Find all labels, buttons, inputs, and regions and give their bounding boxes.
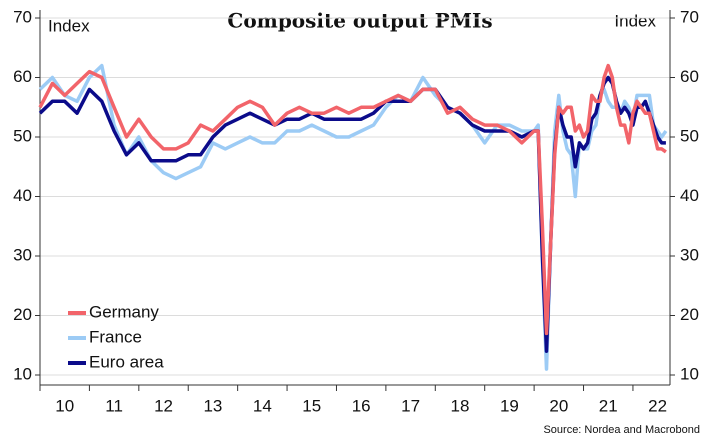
y2-tick-label: 20 bbox=[680, 305, 699, 324]
x-tick-label: 10 bbox=[55, 396, 74, 415]
y-tick-label: 50 bbox=[13, 126, 32, 145]
y2-tick-label: 50 bbox=[680, 126, 699, 145]
x-tick-label: 19 bbox=[500, 396, 519, 415]
x-tick-label: 20 bbox=[549, 396, 568, 415]
x-tick-label: 13 bbox=[203, 396, 222, 415]
source: Source: Nordea and Macrobond bbox=[543, 424, 700, 436]
y-tick-label: 60 bbox=[13, 67, 32, 86]
legend-label: Euro area bbox=[89, 352, 164, 371]
y-tick-label: 70 bbox=[13, 7, 32, 26]
y2-tick-label: 70 bbox=[680, 7, 699, 26]
y2-tick-label: 40 bbox=[680, 186, 699, 205]
x-tick-label: 17 bbox=[401, 396, 420, 415]
y2-tick-label: 30 bbox=[680, 245, 699, 264]
y-tick-label: 30 bbox=[13, 245, 32, 264]
y-tick-label: 20 bbox=[13, 305, 32, 324]
x-tick-label: 11 bbox=[105, 396, 123, 415]
series-line bbox=[38, 63, 667, 336]
y2-tick-label: 60 bbox=[680, 67, 699, 86]
y-tick-label: 10 bbox=[13, 364, 32, 383]
legend-label: France bbox=[89, 327, 142, 346]
chart-title: Composite output PMIs bbox=[227, 9, 492, 33]
x-tick-label: 15 bbox=[302, 396, 321, 415]
x-tick-label: 12 bbox=[154, 396, 173, 415]
x-tick-label: 16 bbox=[352, 396, 371, 415]
x-tick-label: 22 bbox=[648, 396, 667, 415]
y2-axis-label: Index bbox=[614, 11, 656, 30]
y2-tick-label: 10 bbox=[680, 364, 699, 383]
x-tick-label: 21 bbox=[599, 396, 618, 415]
x-tick-label: 18 bbox=[451, 396, 470, 415]
y-axis-label: Index bbox=[48, 16, 90, 35]
x-tick-label: 14 bbox=[253, 396, 272, 415]
y-tick-label: 40 bbox=[13, 186, 32, 205]
legend-label: Germany bbox=[89, 302, 159, 321]
